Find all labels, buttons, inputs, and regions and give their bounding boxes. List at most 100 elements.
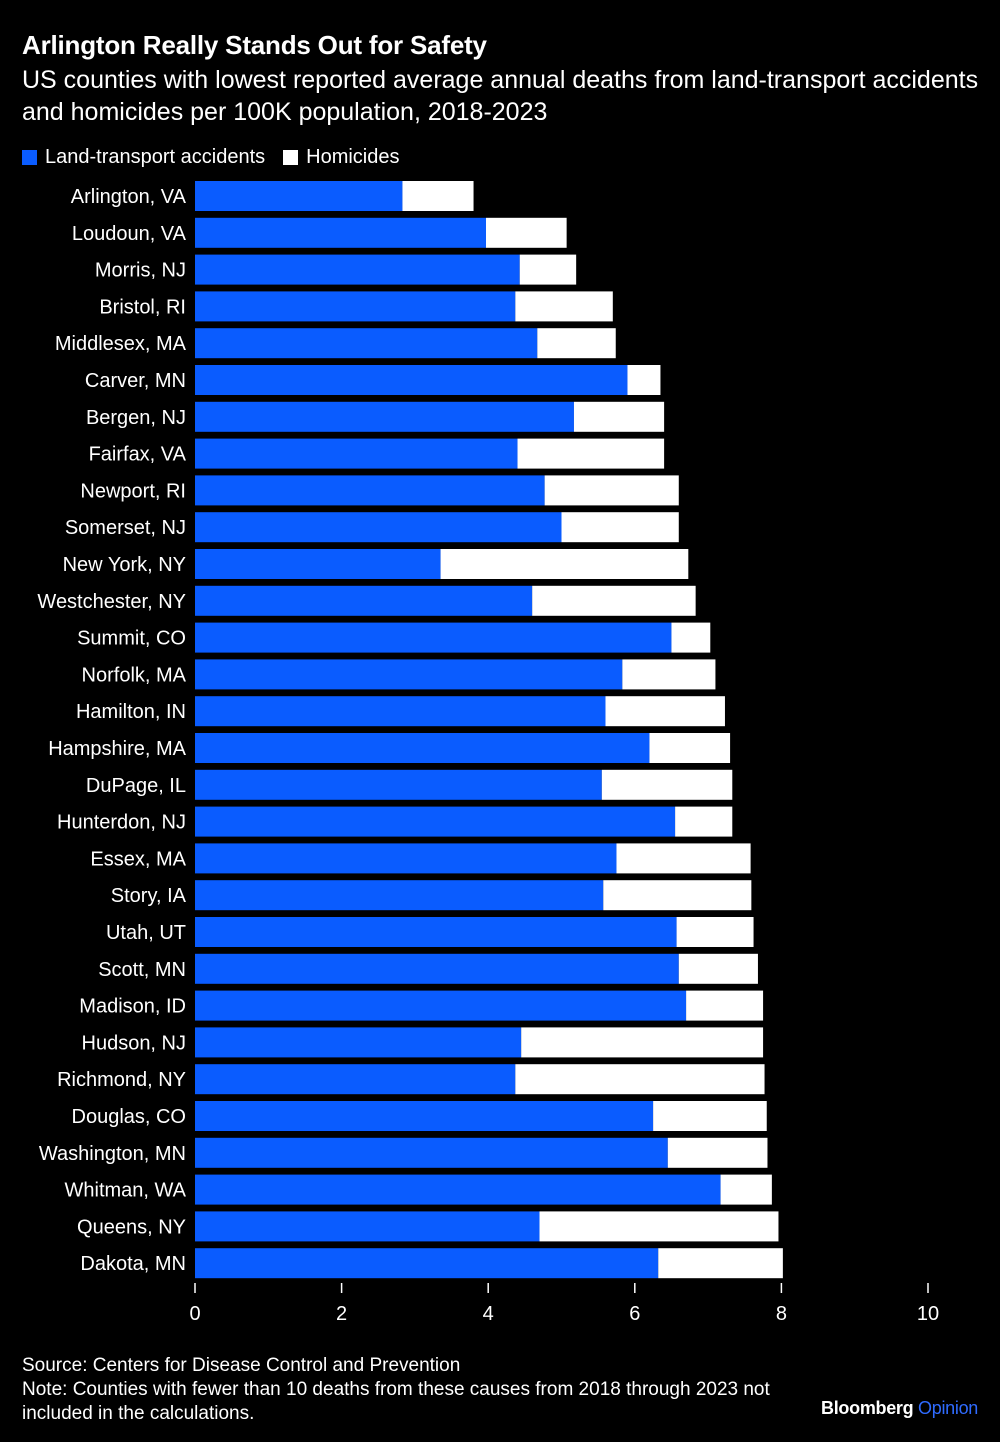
bar-land-transport <box>195 475 545 506</box>
category-label: Summit, CO <box>77 628 186 650</box>
category-label: Douglas, CO <box>72 1106 187 1128</box>
bar-homicides <box>627 365 661 395</box>
bar-land-transport <box>195 549 441 579</box>
bar-homicides <box>402 181 474 211</box>
bar-homicides <box>519 254 577 285</box>
bar-land-transport <box>195 990 687 1021</box>
legend-label-homicides: Homicides <box>306 146 400 168</box>
bar-homicides <box>671 622 711 653</box>
bar-land-transport <box>195 401 574 432</box>
bar-homicides <box>539 1211 779 1242</box>
bar-homicides <box>515 291 613 322</box>
bar-land-transport <box>195 438 518 469</box>
category-label: Westchester, NY <box>37 591 186 613</box>
bar-homicides <box>720 1174 772 1205</box>
category-label: Whitman, WA <box>65 1180 187 1202</box>
category-label: Madison, ID <box>79 996 186 1018</box>
bar-homicides <box>675 806 733 837</box>
category-label: Richmond, NY <box>57 1069 186 1091</box>
bar-chart: Arlington, VA Loudoun, VA Morris, NJ Bristo… <box>37 181 939 1325</box>
footer: Source: Centers for Disease Control and … <box>22 1354 782 1426</box>
category-label: Norfolk, MA <box>82 664 187 686</box>
category-label: Hampshire, MA <box>48 738 186 760</box>
bar-land-transport <box>195 622 672 653</box>
brand-section: Opinion <box>918 1398 978 1418</box>
bar-land-transport <box>195 1248 659 1279</box>
bar-homicides <box>622 659 716 690</box>
category-label: Arlington, VA <box>71 186 187 208</box>
bar-land-transport <box>195 512 562 543</box>
category-label: Utah, UT <box>106 922 186 944</box>
bar-homicides <box>603 880 752 911</box>
bar-homicides <box>517 438 665 469</box>
category-label: Scott, MN <box>98 959 186 981</box>
bar-land-transport <box>195 328 538 359</box>
bar-homicides <box>686 990 764 1021</box>
category-label: DuPage, IL <box>86 775 186 797</box>
bar-homicides <box>676 917 754 947</box>
bar-land-transport <box>195 291 516 322</box>
bar-homicides <box>658 1248 783 1279</box>
bar-land-transport <box>195 769 602 800</box>
bar-land-transport <box>195 365 628 395</box>
bar-homicides <box>561 512 679 543</box>
x-tick-label: 6 <box>629 1303 640 1325</box>
bar-land-transport <box>195 843 617 874</box>
category-label: Washington, MN <box>39 1143 186 1165</box>
bar-homicides <box>544 475 679 506</box>
bar-land-transport <box>195 1027 522 1058</box>
category-label: Fairfax, VA <box>89 444 187 466</box>
bar-homicides <box>537 328 616 359</box>
bar-homicides <box>649 733 731 763</box>
category-label: Morris, NJ <box>95 260 186 282</box>
category-label: Bergen, NJ <box>86 407 186 429</box>
x-tick-label: 2 <box>336 1303 347 1325</box>
category-label: Dakota, MN <box>80 1253 186 1275</box>
x-tick-label: 10 <box>917 1303 939 1325</box>
source-note: Source: Centers for Disease Control and … <box>22 1355 461 1376</box>
bar-land-transport <box>195 953 679 984</box>
category-label: New York, NY <box>63 554 186 576</box>
bar-homicides <box>440 549 689 579</box>
bar-land-transport <box>195 1101 654 1131</box>
category-label: Newport, RI <box>80 480 186 502</box>
bar-homicides <box>532 585 696 616</box>
x-tick-label: 0 <box>189 1303 200 1325</box>
x-tick-label: 4 <box>483 1303 494 1325</box>
legend-item-land-transport: Land-transport accidents <box>22 146 265 169</box>
bar-homicides <box>573 401 665 432</box>
bar-land-transport <box>195 1174 721 1205</box>
bar-land-transport <box>195 917 677 947</box>
bar-homicides <box>605 696 725 727</box>
legend-swatch-homicides <box>283 150 299 165</box>
category-label: Hunterdon, NJ <box>57 812 186 834</box>
bar-homicides <box>616 843 751 874</box>
bar-land-transport <box>195 585 533 616</box>
bar-homicides <box>653 1101 767 1131</box>
category-label: Hudson, NJ <box>82 1032 187 1054</box>
bar-land-transport <box>195 659 623 690</box>
category-label: Middlesex, MA <box>55 333 187 355</box>
bar-land-transport <box>195 696 606 727</box>
category-label: Hamilton, IN <box>76 701 186 723</box>
bar-land-transport <box>195 806 676 837</box>
category-label: Essex, MA <box>90 848 186 870</box>
category-label: Story, IA <box>111 885 187 907</box>
legend-swatch-land-transport <box>22 150 37 165</box>
bar-land-transport <box>195 733 650 763</box>
category-label: Bristol, RI <box>99 296 186 318</box>
chart-title: Arlington Really Stands Out for Safety <box>22 30 487 60</box>
bar-land-transport <box>195 1064 516 1095</box>
bar-homicides <box>601 769 733 800</box>
category-label: Queens, NY <box>77 1216 186 1238</box>
bar-homicides <box>678 953 758 984</box>
category-label: Carver, MN <box>85 370 186 392</box>
bar-land-transport <box>195 1211 540 1242</box>
bar-land-transport <box>195 1137 668 1168</box>
category-label: Somerset, NJ <box>65 517 186 539</box>
category-label: Loudoun, VA <box>72 223 187 245</box>
bar-homicides <box>515 1064 765 1095</box>
brand-name: Bloomberg <box>821 1398 914 1418</box>
x-tick-label: 8 <box>776 1303 787 1325</box>
legend: Land-transport accidents Homicides <box>22 146 418 169</box>
